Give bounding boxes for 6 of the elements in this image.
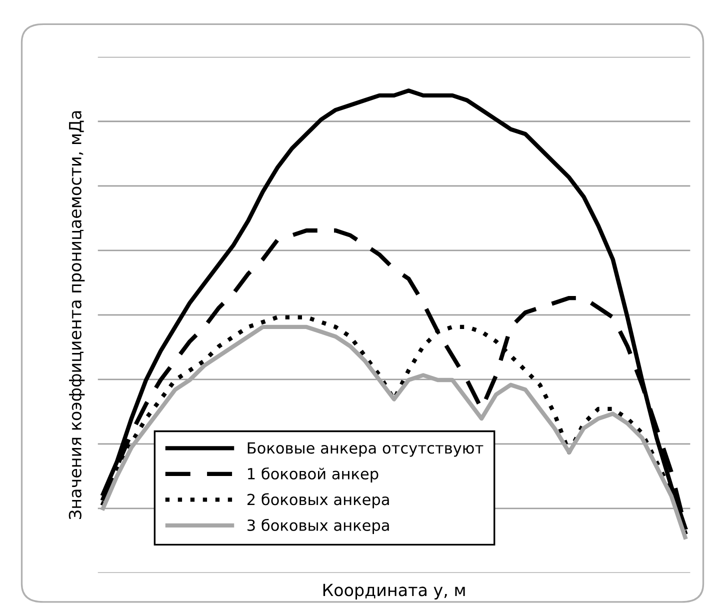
y-axis-title: Значения коэффициента проницаемости, мДа bbox=[68, 111, 85, 519]
legend-label: 2 боковых анкера bbox=[247, 493, 389, 508]
legend-label: 1 боковой анкер bbox=[248, 467, 378, 482]
legend-label: Боковые анкера отсутствуют bbox=[248, 442, 484, 457]
legend-label: 3 боковых анкера bbox=[248, 518, 389, 534]
x-axis-title: Координата y, м bbox=[323, 584, 465, 600]
